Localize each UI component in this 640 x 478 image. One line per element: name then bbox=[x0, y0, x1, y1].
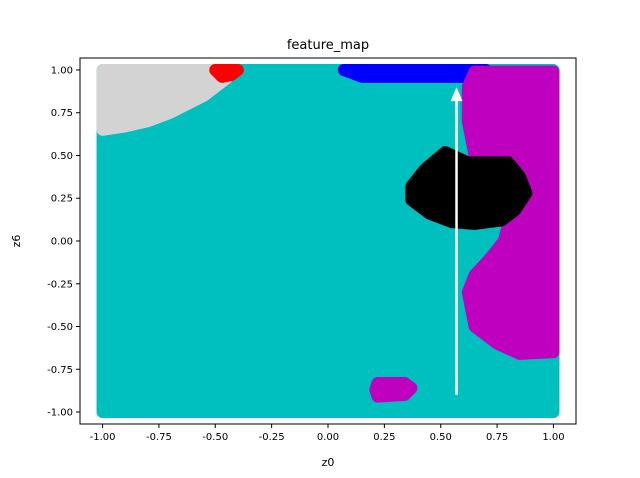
x-tick-label: -1.00 bbox=[90, 432, 116, 443]
x-tick-label: 1.00 bbox=[542, 432, 564, 443]
arrow-head bbox=[450, 87, 463, 102]
x-tick-label: 0.00 bbox=[317, 432, 339, 443]
y-axis-label: z6 bbox=[10, 235, 23, 248]
chart-title: feature_map bbox=[287, 38, 369, 53]
x-tick-label: -0.50 bbox=[202, 432, 228, 443]
y-tick-label: -0.50 bbox=[47, 322, 73, 333]
y-tick-label: 0.00 bbox=[51, 237, 73, 248]
y-tick-label: -0.75 bbox=[47, 365, 73, 376]
class-region-2 bbox=[337, 63, 492, 83]
y-tick-label: 0.50 bbox=[51, 151, 73, 162]
x-tick-label: 0.25 bbox=[373, 432, 395, 443]
y-tick-label: -0.25 bbox=[47, 279, 73, 290]
x-tick-label: -0.25 bbox=[259, 432, 285, 443]
y-tick-label: 0.25 bbox=[51, 194, 73, 205]
x-axis: -1.00 -0.75 -0.50 -0.25 0.00 0.25 0.50 0.75 1.00 bbox=[90, 424, 565, 443]
class-region-1 bbox=[209, 63, 244, 83]
class-region-4 bbox=[405, 146, 533, 230]
plot-area bbox=[79, 57, 577, 425]
y-tick-label: 0.75 bbox=[51, 108, 73, 119]
y-tick-label: -1.00 bbox=[47, 408, 73, 419]
class-region-5 bbox=[369, 376, 418, 403]
x-tick-label: -0.75 bbox=[146, 432, 172, 443]
y-tick-label: 1.00 bbox=[51, 65, 73, 76]
x-axis-label: z0 bbox=[322, 456, 335, 469]
y-axis: -1.00 -0.75 -0.50 -0.25 0.00 0.25 0.50 0.75 1.00 bbox=[47, 65, 80, 419]
x-tick-label: 0.50 bbox=[430, 432, 452, 443]
x-tick-label: 0.75 bbox=[486, 432, 508, 443]
